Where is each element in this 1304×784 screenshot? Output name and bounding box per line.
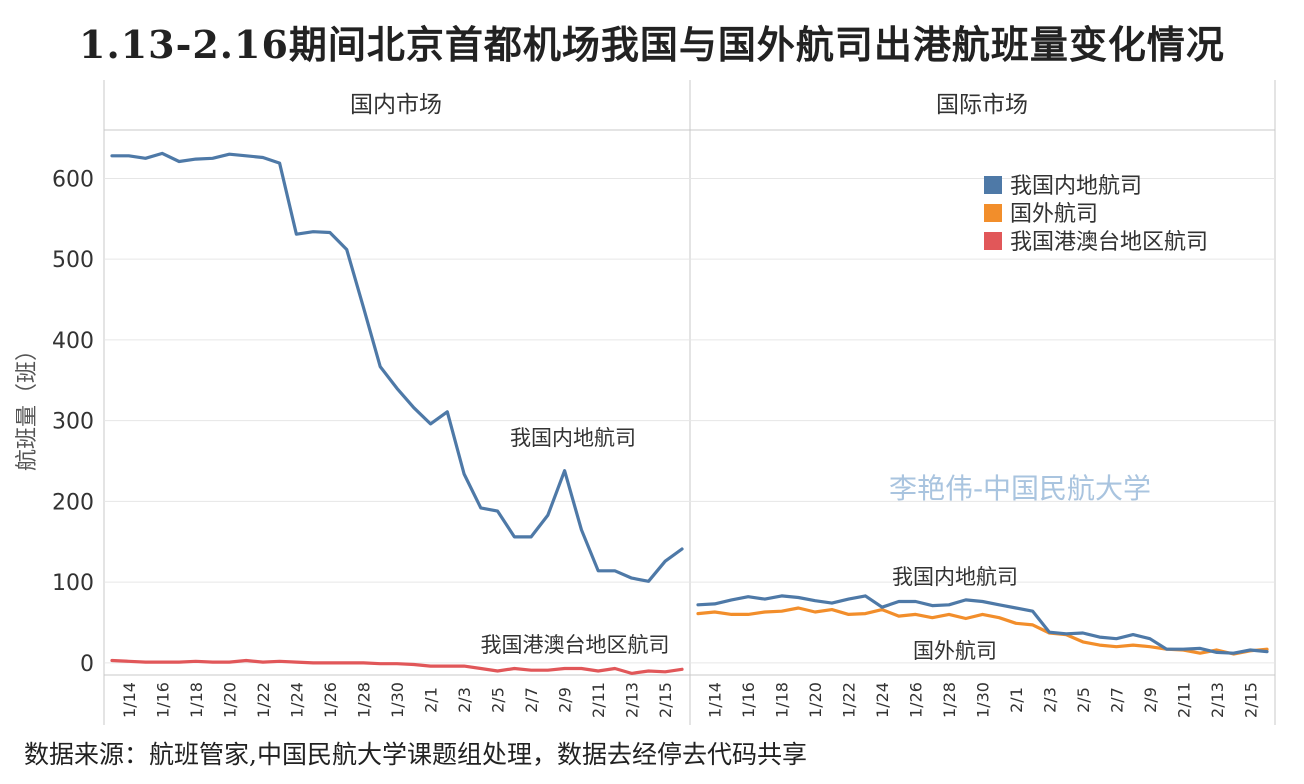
x-tick-label: 1/16 xyxy=(739,682,758,718)
x-tick-label: 1/28 xyxy=(354,682,373,718)
y-tick-label: 200 xyxy=(52,490,94,515)
x-tick-label: 1/30 xyxy=(974,682,993,718)
x-tick-label: 1/30 xyxy=(388,682,407,718)
legend-swatch xyxy=(984,176,1002,194)
y-tick-label: 400 xyxy=(52,329,94,354)
x-tick-label: 2/15 xyxy=(1241,682,1260,718)
data-source-note: 数据来源：航班管家,中国民航大学课题组处理，数据去经停去代码共享 xyxy=(24,740,807,769)
x-tick-label: 2/5 xyxy=(1074,687,1093,713)
y-axis-label: 航班量（班） xyxy=(15,339,40,471)
x-tick-label: 2/7 xyxy=(1107,687,1126,713)
panel-title-international-market: 国际市场 xyxy=(936,92,1028,118)
x-tick-label: 2/7 xyxy=(522,687,541,713)
chart-frame xyxy=(103,80,1276,725)
x-tick-label: 1/26 xyxy=(907,682,926,718)
x-tick-label: 1/24 xyxy=(287,682,306,718)
x-tick-label: 1/26 xyxy=(321,682,340,718)
legend-label: 国外航司 xyxy=(1010,202,1098,227)
x-tick-label: 1/22 xyxy=(254,682,273,718)
y-tick-label: 300 xyxy=(52,410,94,435)
y-tick-label: 600 xyxy=(52,167,94,192)
x-tick-label: 2/9 xyxy=(556,687,575,713)
x-tick-label: 2/5 xyxy=(489,687,508,713)
x-tick-label: 1/16 xyxy=(153,682,172,718)
legend-label: 我国港澳台地区航司 xyxy=(1010,230,1208,255)
x-tick-label: 1/28 xyxy=(940,682,959,718)
annotation-right-domestic: 我国内地航司 xyxy=(892,565,1018,589)
series-line-domestic-market xyxy=(110,658,684,676)
series-line-domestic-market xyxy=(110,151,684,583)
series-line-international-market xyxy=(696,594,1269,655)
legend-swatch xyxy=(984,232,1002,250)
chart-title: 1.13-2.16期间北京首都机场我国与国外航司出港航班量变化情况 xyxy=(79,22,1225,67)
legend-swatch xyxy=(984,204,1002,222)
annotation-left-hkmt: 我国港澳台地区航司 xyxy=(481,633,670,657)
x-tick-label: 1/18 xyxy=(187,682,206,718)
x-tick-label: 2/13 xyxy=(1208,682,1227,718)
x-tick-label: 2/13 xyxy=(623,682,642,718)
x-tick-label: 2/3 xyxy=(455,687,474,713)
x-axis: 1/14 1/16 1/18 1/20 1/22 1/24 1/26 1/28 1/30 2/1 2… xyxy=(120,682,1260,718)
grid-lines xyxy=(104,177,1275,664)
x-tick-label: 1/24 xyxy=(873,682,892,718)
panel-title-domestic-market: 国内市场 xyxy=(350,92,442,118)
legend-label: 我国内地航司 xyxy=(1010,174,1142,199)
annotation-left-domestic: 我国内地航司 xyxy=(510,426,636,450)
x-tick-label: 2/15 xyxy=(656,682,675,718)
x-tick-label: 2/11 xyxy=(1174,682,1193,718)
x-tick-label: 1/22 xyxy=(840,682,859,718)
y-tick-label: 100 xyxy=(52,571,94,596)
x-tick-label: 2/3 xyxy=(1040,687,1059,713)
series-lines xyxy=(110,151,1269,676)
watermark: 李艳伟-中国民航大学 xyxy=(889,472,1151,505)
x-tick-label: 1/14 xyxy=(706,682,725,718)
x-tick-label: 1/20 xyxy=(220,682,239,718)
x-tick-label: 1/18 xyxy=(773,682,792,718)
y-axis: 0 100 200 300 400 500 600 xyxy=(52,167,94,676)
y-tick-label: 0 xyxy=(80,652,94,677)
x-tick-label: 2/9 xyxy=(1141,687,1160,713)
annotation-right-foreign: 国外航司 xyxy=(913,639,997,663)
x-tick-label: 2/11 xyxy=(589,682,608,718)
x-tick-label: 2/1 xyxy=(1007,687,1026,713)
x-tick-label: 1/20 xyxy=(806,682,825,718)
y-tick-label: 500 xyxy=(52,248,94,273)
x-tick-label: 2/1 xyxy=(422,687,441,713)
x-tick-label: 1/14 xyxy=(120,682,139,718)
